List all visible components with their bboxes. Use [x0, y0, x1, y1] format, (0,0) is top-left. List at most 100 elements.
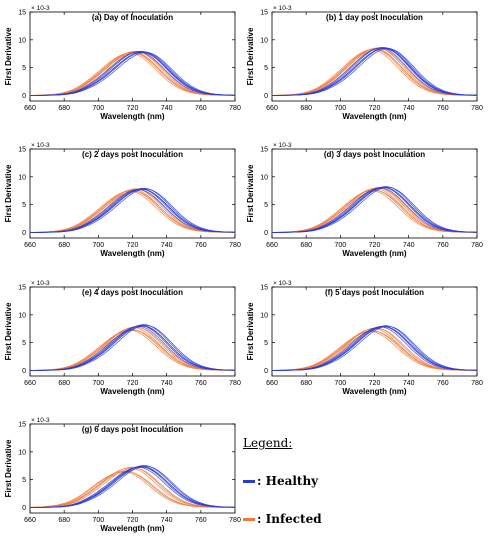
- legend-label-infected: : Infected: [257, 512, 322, 526]
- y-tick-label: 5: [22, 477, 26, 484]
- series-line-infected: [29, 52, 236, 96]
- chart-panel-6: 660 680 700 720 740 760 780 0 5 10 15 × 10-3 (f) 5 d…: [246, 280, 483, 396]
- chart-title: (f) 5 days post Inoculation: [325, 288, 424, 297]
- series-line-healthy: [29, 51, 236, 96]
- series-line-infected: [271, 330, 478, 371]
- y-tick-label: 15: [18, 10, 26, 17]
- y-tick-label: 0: [22, 93, 26, 100]
- series-line-healthy: [271, 326, 478, 371]
- series-line-healthy: [29, 325, 236, 371]
- x-tick-label: 700: [334, 380, 346, 387]
- legend-item-infected: : Infected: [243, 512, 322, 526]
- x-tick-label: 740: [161, 105, 173, 112]
- series-line-healthy: [271, 326, 478, 371]
- y-tick-label: 10: [260, 312, 268, 319]
- x-axis-label: Wavelength (nm): [342, 112, 406, 121]
- chart-title: (a) Day of Inoculation: [92, 13, 173, 22]
- plot-frame: [29, 11, 236, 102]
- series-line-healthy: [271, 187, 478, 233]
- series-line-infected: [271, 331, 477, 371]
- x-tick-label: 720: [127, 517, 139, 524]
- y-tick-label: 0: [264, 93, 268, 100]
- series-line-healthy: [29, 187, 236, 233]
- series-line-infected: [29, 189, 236, 233]
- series-line-infected: [29, 190, 236, 233]
- series-line-healthy: [29, 325, 236, 371]
- series-line-healthy: [272, 47, 478, 96]
- series-line-infected: [29, 188, 236, 233]
- x-tick-label: 680: [300, 380, 312, 387]
- series-line-healthy: [271, 325, 478, 371]
- series-line-healthy: [30, 51, 236, 96]
- x-tick-label: 700: [92, 517, 104, 524]
- series-line-healthy: [272, 48, 478, 96]
- series-line-healthy: [29, 324, 236, 371]
- chart-panel-5: 660 680 700 720 740 760 780 0 5 10 15 × 10-3 (e) 4 d…: [4, 280, 241, 396]
- y-axis-label: First Derivative: [4, 302, 13, 360]
- legend-label-healthy: : Healthy: [257, 474, 319, 488]
- series-line-infected: [29, 326, 236, 371]
- series-line-infected: [271, 328, 478, 371]
- x-tick-label: 780: [229, 105, 241, 112]
- chart-title: (b) 1 day post Inoculation: [326, 13, 423, 22]
- series-line-healthy: [29, 189, 236, 233]
- x-tick-label: 740: [161, 242, 173, 249]
- series-line-infected: [29, 327, 236, 371]
- series-line-infected: [271, 49, 478, 96]
- series-line-healthy: [29, 466, 236, 508]
- x-tick-label: 680: [58, 105, 70, 112]
- x-tick-label: 740: [161, 380, 173, 387]
- series-line-infected: [271, 48, 478, 96]
- y-tick-label: 15: [18, 147, 26, 154]
- x-tick-label: 780: [229, 242, 241, 249]
- x-tick-label: 720: [369, 105, 381, 112]
- x-tick-label: 660: [24, 380, 36, 387]
- y-tick-label: 15: [260, 147, 268, 154]
- x-tick-label: 780: [471, 380, 483, 387]
- series-line-healthy: [271, 186, 478, 233]
- plot-frame: [271, 148, 478, 239]
- y-tick-label: 10: [260, 37, 268, 44]
- y-axis-label: First Derivative: [246, 302, 255, 360]
- chart-title: (d) 3 days post Inoculation: [324, 150, 425, 159]
- series-line-healthy: [30, 466, 236, 508]
- chart-title: (c) 2 days post Inoculation: [82, 150, 183, 159]
- x-tick-label: 780: [471, 242, 483, 249]
- x-tick-label: 660: [24, 105, 36, 112]
- x-tick-label: 660: [266, 242, 278, 249]
- series-line-healthy: [271, 47, 478, 96]
- y-multiplier-label: × 10-3: [31, 417, 50, 424]
- y-multiplier-label: × 10-3: [273, 142, 292, 149]
- series-line-infected: [29, 329, 236, 371]
- series-line-infected: [29, 50, 236, 96]
- series-line-infected: [29, 466, 236, 508]
- y-tick-label: 0: [22, 368, 26, 375]
- chart-panel-3: 660 680 700 720 740 760 780 0 5 10 15 × 10-3 (c) 2 d…: [4, 142, 241, 258]
- x-tick-label: 740: [403, 242, 415, 249]
- y-tick-label: 15: [260, 10, 268, 17]
- x-tick-label: 720: [369, 380, 381, 387]
- series-line-infected: [29, 51, 236, 96]
- x-tick-label: 720: [127, 105, 139, 112]
- series-line-healthy: [29, 51, 236, 96]
- y-multiplier-label: × 10-3: [31, 280, 50, 287]
- x-axis-label: Wavelength (nm): [100, 112, 164, 121]
- x-tick-label: 680: [300, 242, 312, 249]
- chart-panel-4: 660 680 700 720 740 760 780 0 5 10 15 × 10-3 (d) 3 d…: [246, 142, 483, 258]
- y-axis-label: First Derivative: [246, 164, 255, 222]
- x-tick-label: 760: [437, 242, 449, 249]
- y-tick-label: 15: [18, 422, 26, 429]
- series-line-healthy: [271, 187, 478, 233]
- series-line-healthy: [272, 186, 478, 233]
- y-tick-label: 10: [18, 37, 26, 44]
- y-tick-label: 5: [264, 340, 268, 347]
- x-tick-label: 760: [437, 380, 449, 387]
- y-tick-label: 10: [18, 174, 26, 181]
- x-tick-label: 680: [300, 105, 312, 112]
- series-line-infected: [29, 470, 235, 508]
- series-line-infected: [29, 52, 236, 96]
- chart-panel-1: 660 680 700 720 740 760 780 0 5 10 15 × 10-3 (a) Day…: [4, 5, 241, 121]
- chart-panel-7: 660 680 700 720 740 760 780 0 5 10 15 × 10-3 (g) 6 d…: [4, 417, 241, 533]
- y-tick-label: 0: [264, 368, 268, 375]
